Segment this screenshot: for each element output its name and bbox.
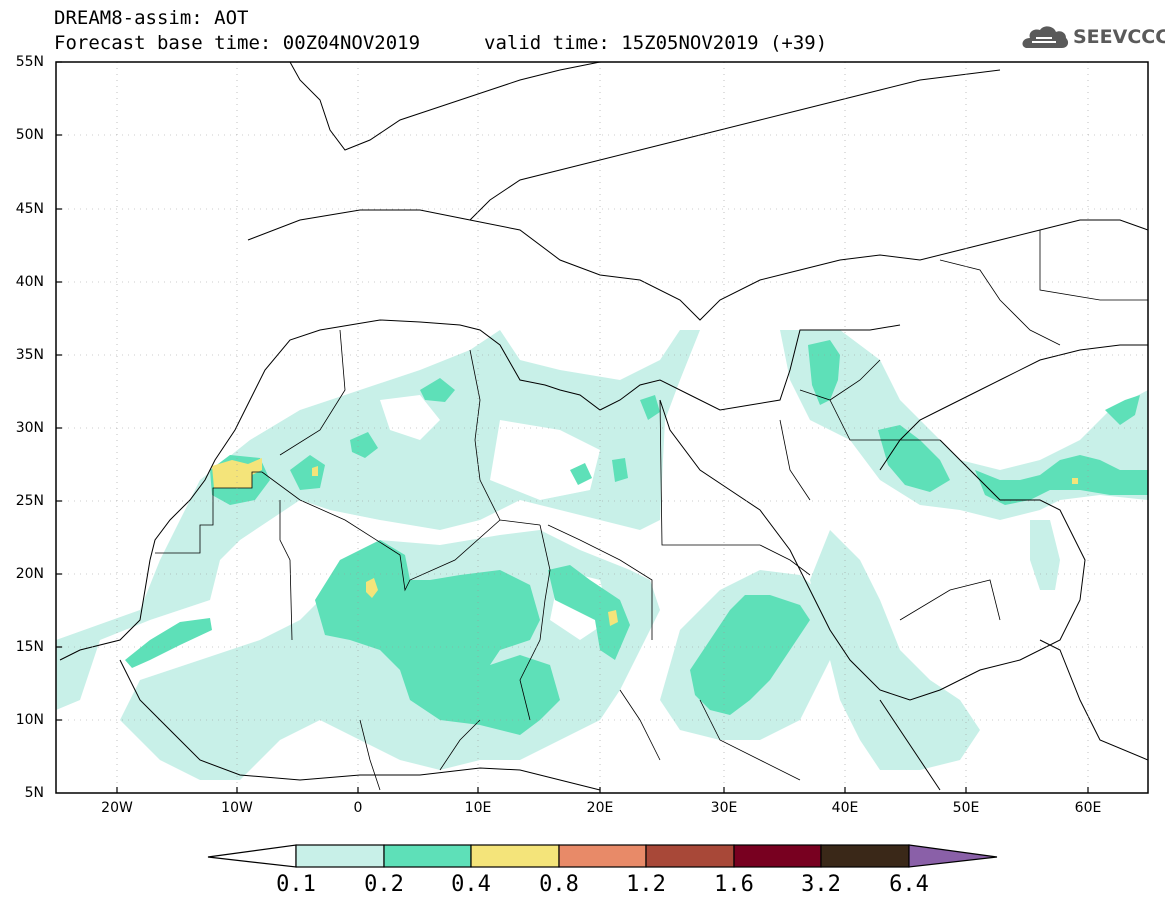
lon-label: 10E — [464, 800, 492, 816]
axis-ticks — [56, 61, 1089, 793]
lat-label: 55N — [15, 54, 44, 70]
lat-label: 50N — [15, 127, 44, 143]
lon-label: 40E — [831, 800, 859, 816]
lat-label: 15N — [15, 639, 44, 655]
lat-label: 25N — [15, 493, 44, 509]
colorbar-label: 0.8 — [539, 872, 579, 897]
graticule — [56, 62, 1148, 793]
lon-label: 10W — [221, 800, 253, 816]
lon-label: 30E — [710, 800, 738, 816]
coastlines — [59, 62, 1148, 791]
seevccc-logo: SEEVCCC — [1018, 24, 1165, 54]
lat-label: 40N — [15, 274, 44, 290]
lat-label: 30N — [15, 420, 44, 436]
colorbar-label: 1.2 — [626, 872, 666, 897]
lon-label: 0 — [353, 800, 363, 816]
colorbar-bin-1 — [295, 844, 385, 868]
lat-label: 10N — [15, 712, 44, 728]
colorbar-label: 0.2 — [364, 872, 404, 897]
logo-text: SEEVCCC — [1073, 26, 1165, 48]
colorbar-label: 1.6 — [714, 872, 754, 897]
colorbar — [207, 844, 998, 868]
forecast-base-time: Forecast base time: 00Z04NOV2019 — [54, 32, 421, 54]
lat-label: 20N — [15, 566, 44, 582]
colorbar-label: 0.1 — [276, 872, 316, 897]
valid-time: valid time: 15Z05NOV2019 (+39) — [484, 32, 828, 54]
colorbar-under — [207, 844, 297, 868]
colorbar-bin-5 — [645, 844, 735, 868]
map-title: DREAM8-assim: AOT — [54, 7, 249, 29]
colorbar-bin-3 — [470, 844, 560, 868]
cloud-icon — [1022, 26, 1069, 48]
colorbar-over — [908, 844, 998, 868]
lat-label: 35N — [15, 347, 44, 363]
colorbar-label: 0.4 — [451, 872, 491, 897]
colorbar-bin-6 — [733, 844, 822, 868]
lon-label: 20W — [101, 800, 133, 816]
lat-label: 5N — [24, 785, 44, 801]
colorbar-bin-2 — [383, 844, 472, 868]
colorbar-bin-4 — [558, 844, 647, 868]
colorbar-label: 3.2 — [801, 872, 841, 897]
lon-label: 60E — [1074, 800, 1102, 816]
colorbar-bin-7 — [820, 844, 910, 868]
colorbar-label: 6.4 — [889, 872, 929, 897]
lon-label: 20E — [586, 800, 614, 816]
lon-label: 50E — [952, 800, 980, 816]
lat-label: 45N — [15, 201, 44, 217]
aot-0.4-contours — [212, 458, 1078, 626]
